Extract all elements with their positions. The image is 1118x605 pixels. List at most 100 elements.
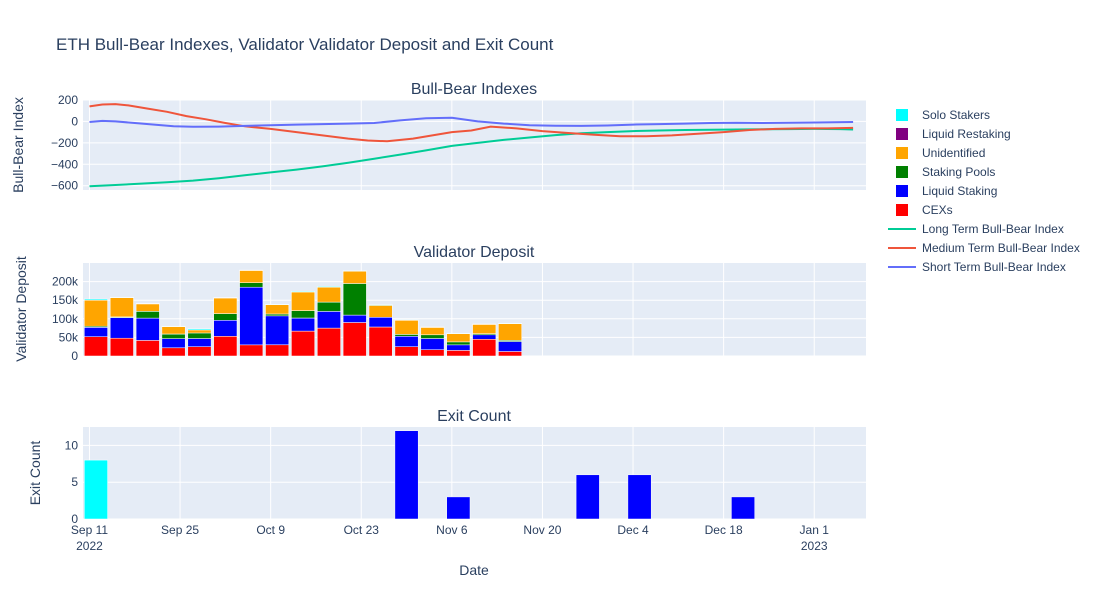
legend-swatch (896, 128, 908, 140)
plot-area-bull-bear (83, 100, 866, 190)
bar-segment (188, 329, 211, 330)
y-tick-label: 10 (65, 438, 79, 452)
bar-segment (110, 318, 133, 339)
bar-segment (136, 318, 159, 340)
x-tick-label: Oct 9 (256, 523, 285, 537)
legend-item[interactable]: Staking Pools (896, 165, 995, 179)
y-axis-label-bull-bear: Bull-Bear Index (10, 97, 26, 193)
legend-item[interactable]: Long Term Bull-Bear Index (888, 222, 1064, 236)
bar-segment (498, 324, 521, 341)
legend-label: Long Term Bull-Bear Index (922, 222, 1064, 236)
legend-swatch (896, 166, 908, 178)
legend-swatch (896, 147, 908, 159)
bar-segment (84, 460, 107, 519)
legend-label: Solo Stakers (922, 108, 990, 122)
bar-segment (188, 339, 211, 347)
bar-segment (266, 345, 289, 356)
bar-segment (291, 311, 314, 318)
bar-segment (188, 347, 211, 356)
y-tick-label: 200k (52, 275, 79, 289)
x-tick-label: Nov 6 (436, 523, 468, 537)
y-tick-label: 200 (58, 93, 78, 107)
x-tick-label: Dec 18 (705, 523, 743, 537)
bar-segment (421, 335, 444, 339)
bar-segment (317, 311, 340, 328)
bar-segment (162, 348, 185, 356)
bar-segment (214, 320, 237, 336)
y-tick-label: −400 (51, 157, 78, 171)
bar-segment (576, 475, 599, 519)
x-tick-year-label: 2023 (801, 539, 828, 553)
bar-segment (110, 338, 133, 356)
legend-swatch (896, 185, 908, 197)
bar-segment (628, 475, 651, 519)
legend-item[interactable]: Solo Stakers (896, 108, 990, 122)
legend-swatch (896, 204, 908, 216)
bar-segment (317, 286, 340, 287)
bar-segment (447, 334, 470, 342)
legend-item[interactable]: Short Term Bull-Bear Index (888, 260, 1066, 274)
bar-segment (498, 342, 521, 352)
bar-segment (291, 318, 314, 331)
legend-label: Medium Term Bull-Bear Index (922, 241, 1080, 255)
bar-segment (421, 327, 444, 334)
bar-segment (369, 317, 392, 327)
bar-segment (162, 327, 185, 334)
bar-segment (369, 305, 392, 306)
bar-segment (214, 336, 237, 356)
x-tick-year-label: 2022 (76, 539, 103, 553)
legend-item[interactable]: Medium Term Bull-Bear Index (888, 241, 1080, 255)
x-axis-label: Date (459, 562, 489, 578)
bar-segment (291, 292, 314, 311)
legend-label: CEXs (922, 203, 953, 217)
bar-segment (291, 331, 314, 356)
bar-segment (343, 284, 366, 316)
bar-segment (240, 270, 263, 282)
panel-validator-deposit: Validator Deposit Validator Deposit 050k… (13, 244, 866, 363)
bar-segment (317, 328, 340, 356)
bar-segment (84, 299, 107, 300)
legend-swatch (896, 109, 908, 121)
bar-segment (395, 334, 418, 336)
bar-segment (266, 305, 289, 314)
x-tick-label: Dec 4 (617, 523, 649, 537)
bar-segment (395, 431, 418, 519)
bar-segment (343, 315, 366, 322)
bar-segment (473, 339, 496, 356)
bar-segment (240, 287, 263, 345)
bar-segment (343, 271, 366, 283)
y-tick-label: 50k (59, 330, 79, 344)
bar-segment (498, 340, 521, 341)
bar-segment (473, 335, 496, 340)
y-tick-label: 5 (71, 475, 78, 489)
bar-segment (162, 339, 185, 348)
bar-segment (110, 298, 133, 317)
bar-segment (266, 314, 289, 316)
bar-segment (473, 324, 496, 333)
legend-item[interactable]: Liquid Staking (896, 184, 997, 198)
legend-item[interactable]: Unidentified (896, 146, 985, 160)
y-tick-label: 100k (52, 312, 79, 326)
bar-segment (240, 345, 263, 356)
bar-segment (136, 340, 159, 356)
y-axis-label-exit-count: Exit Count (27, 441, 43, 506)
bar-segment (214, 314, 237, 321)
bar-segment (84, 337, 107, 356)
bar-segment (447, 345, 470, 351)
bar-segment (266, 316, 289, 345)
y-axis-label-validator-deposit: Validator Deposit (13, 256, 29, 362)
bar-segment (421, 350, 444, 356)
figure-title: ETH Bull-Bear Indexes, Validator Validat… (56, 35, 554, 54)
bar-segment (343, 323, 366, 357)
bar-segment (188, 330, 211, 333)
bar-segment (291, 291, 314, 292)
bar-segment (369, 305, 392, 317)
legend-item[interactable]: Liquid Restaking (896, 127, 1011, 141)
bar-segment (240, 283, 263, 288)
bar-segment (447, 497, 470, 519)
legend-item[interactable]: CEXs (896, 203, 953, 217)
legend: Solo Stakers Liquid Restaking Unidentified… (888, 108, 1080, 274)
